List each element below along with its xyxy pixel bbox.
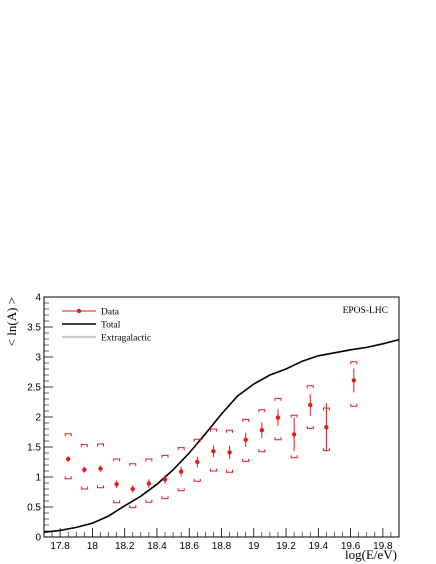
plot-area xyxy=(43,338,400,533)
y-tick-label: 0.5 xyxy=(27,503,41,514)
sys-bracket-upper xyxy=(274,397,282,401)
series-line-total xyxy=(43,338,400,533)
y-tick-label: 2.5 xyxy=(27,383,41,394)
sys-bracket-lower xyxy=(80,486,88,490)
x-tick-label: 19.2 xyxy=(276,541,296,552)
sys-bracket-upper xyxy=(161,454,169,458)
y-tick-label: 1.5 xyxy=(27,443,41,454)
data-point xyxy=(195,459,200,465)
data-point xyxy=(243,437,248,442)
data-point xyxy=(211,449,216,454)
legend-swatch-data-marker xyxy=(76,308,82,314)
sys-bracket-upper xyxy=(177,447,185,451)
sys-bracket-upper xyxy=(145,458,153,462)
data-point xyxy=(82,467,87,472)
sys-bracket-lower xyxy=(350,403,358,407)
x-axis-title: log(E/eV) xyxy=(345,547,397,562)
sys-bracket-lower xyxy=(258,449,266,453)
sys-bracket-upper xyxy=(193,438,201,442)
data-point xyxy=(66,456,71,462)
sys-bracket-lower xyxy=(209,468,217,472)
data-point xyxy=(130,486,135,492)
x-tick-label: 18 xyxy=(87,541,99,552)
sys-bracket-upper xyxy=(258,409,266,413)
y-tick-label: 3.5 xyxy=(27,323,41,334)
data-point xyxy=(275,415,281,420)
sys-bracket-lower xyxy=(290,455,298,459)
sys-bracket-upper xyxy=(80,444,88,448)
axes: 0 0.5 1 1.5 2 2.5 3 3.5 4 17.8 18 18.2 18.4 18.6 18.8 1… xyxy=(27,293,400,552)
y-tick-label: 1 xyxy=(35,473,41,484)
x-tick-label: 18.8 xyxy=(212,541,232,552)
sys-bracket-lower xyxy=(242,458,250,462)
model-label: EPOS-LHC xyxy=(343,306,388,316)
sys-bracket-upper xyxy=(242,418,250,422)
data-point xyxy=(324,425,329,430)
data-point xyxy=(98,466,103,471)
x-tick-label: 18.4 xyxy=(147,541,167,552)
sys-bracket-lower xyxy=(64,476,72,480)
legend-label: Total xyxy=(101,321,121,331)
x-tick-label: 19.4 xyxy=(309,541,329,552)
legend-label: Data xyxy=(101,308,120,318)
sys-bracket-lower xyxy=(161,496,169,500)
sys-bracket-upper xyxy=(350,361,358,365)
sys-bracket-upper xyxy=(64,433,72,437)
legend-label: Extragalactic xyxy=(101,334,151,344)
data-point xyxy=(351,378,357,383)
y-tick-label: 0 xyxy=(35,533,41,544)
sys-bracket-lower xyxy=(177,488,185,492)
data-point xyxy=(308,402,313,408)
sys-bracket-lower xyxy=(226,469,234,473)
data-point xyxy=(146,481,152,486)
sys-bracket-lower xyxy=(274,437,282,441)
sys-bracket-upper xyxy=(226,429,234,433)
sys-bracket-upper xyxy=(290,414,298,418)
x-tick-label: 17.8 xyxy=(50,541,70,552)
sys-bracket-lower xyxy=(96,485,104,489)
sys-bracket-lower xyxy=(306,425,314,429)
data-point xyxy=(291,432,297,437)
y-tick-label: 3 xyxy=(35,353,41,364)
sys-bracket-upper xyxy=(306,385,314,389)
x-tick-label: 18.2 xyxy=(115,541,135,552)
data-point xyxy=(227,450,232,455)
data-point xyxy=(259,428,265,433)
sys-bracket-lower xyxy=(145,499,153,503)
data-point xyxy=(178,469,184,474)
y-tick-label: 2 xyxy=(35,413,41,424)
y-tick-label: 4 xyxy=(35,293,41,304)
sys-bracket-lower xyxy=(129,505,137,509)
sys-bracket-upper xyxy=(129,463,137,467)
sys-bracket-upper xyxy=(96,443,104,447)
x-tick-label: 18.6 xyxy=(179,541,199,552)
legend: Data Total Extragalactic xyxy=(62,308,151,344)
sys-bracket-lower xyxy=(113,500,121,504)
data-point xyxy=(162,477,168,482)
sys-bracket-upper xyxy=(113,458,121,462)
sys-bracket-upper xyxy=(209,428,217,432)
x-tick-label: 19 xyxy=(248,541,260,552)
y-axis-title: < ln(A) > xyxy=(4,297,19,346)
plot-frame xyxy=(43,296,400,538)
x-tick-label: 19.8 xyxy=(373,541,393,552)
x-tick-label: 19.6 xyxy=(341,541,361,552)
data-point xyxy=(114,482,119,487)
sys-bracket-lower xyxy=(193,478,201,482)
